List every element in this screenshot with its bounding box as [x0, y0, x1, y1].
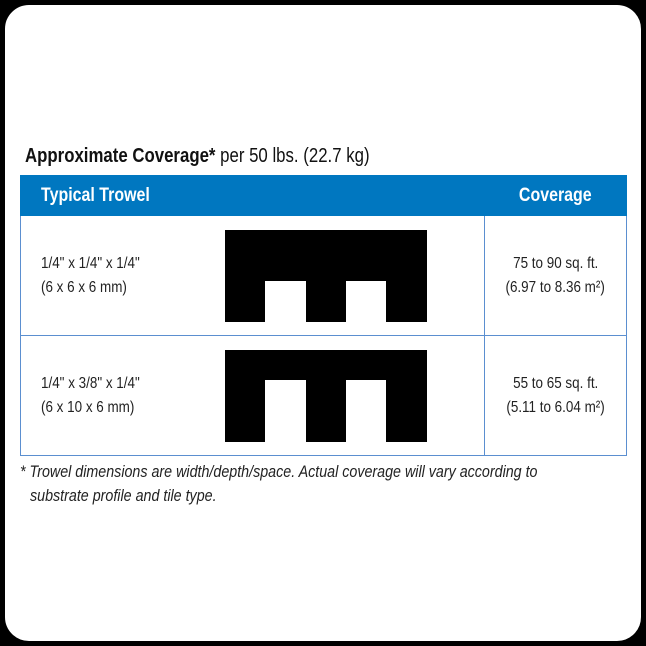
table-row: 1/4" x 1/4" x 1/4" (6 x 6 x 6 mm) 75 to 9… — [20, 215, 627, 336]
coverage-cell: 55 to 65 sq. ft. (5.11 to 6.04 m²) — [484, 335, 627, 456]
table-header: Typical Trowel Coverage — [20, 175, 627, 216]
trowel-metric: (6 x 6 x 6 mm) — [41, 278, 127, 296]
square-notch-trowel-icon — [225, 350, 427, 442]
coverage-cell: 75 to 90 sq. ft. (6.97 to 8.36 m²) — [484, 215, 627, 336]
heading-sub: per 50 lbs. (22.7 kg) — [220, 145, 370, 167]
table-row: 1/4" x 3/8" x 1/4" (6 x 10 x 6 mm) 55 to … — [20, 335, 627, 456]
heading-bold: Approximate Coverage* — [25, 145, 216, 167]
square-notch-trowel-icon — [225, 230, 427, 322]
header-typical-trowel: Typical Trowel — [20, 175, 485, 216]
header-coverage: Coverage — [484, 175, 627, 216]
trowel-cell: 1/4" x 1/4" x 1/4" (6 x 6 x 6 mm) — [20, 215, 485, 336]
trowel-cell: 1/4" x 3/8" x 1/4" (6 x 10 x 6 mm) — [20, 335, 485, 456]
footnote: * Trowel dimensions are width/depth/spac… — [20, 462, 538, 505]
coverage-table: Typical Trowel Coverage 1/4" x 1/4" x 1/… — [20, 175, 627, 456]
coverage-heading: Approximate Coverage* per 50 lbs. (22.7 … — [25, 145, 435, 168]
trowel-size: 1/4" x 1/4" x 1/4" — [41, 254, 140, 272]
trowel-metric: (6 x 10 x 6 mm) — [41, 398, 135, 416]
trowel-size: 1/4" x 3/8" x 1/4" — [41, 374, 140, 392]
